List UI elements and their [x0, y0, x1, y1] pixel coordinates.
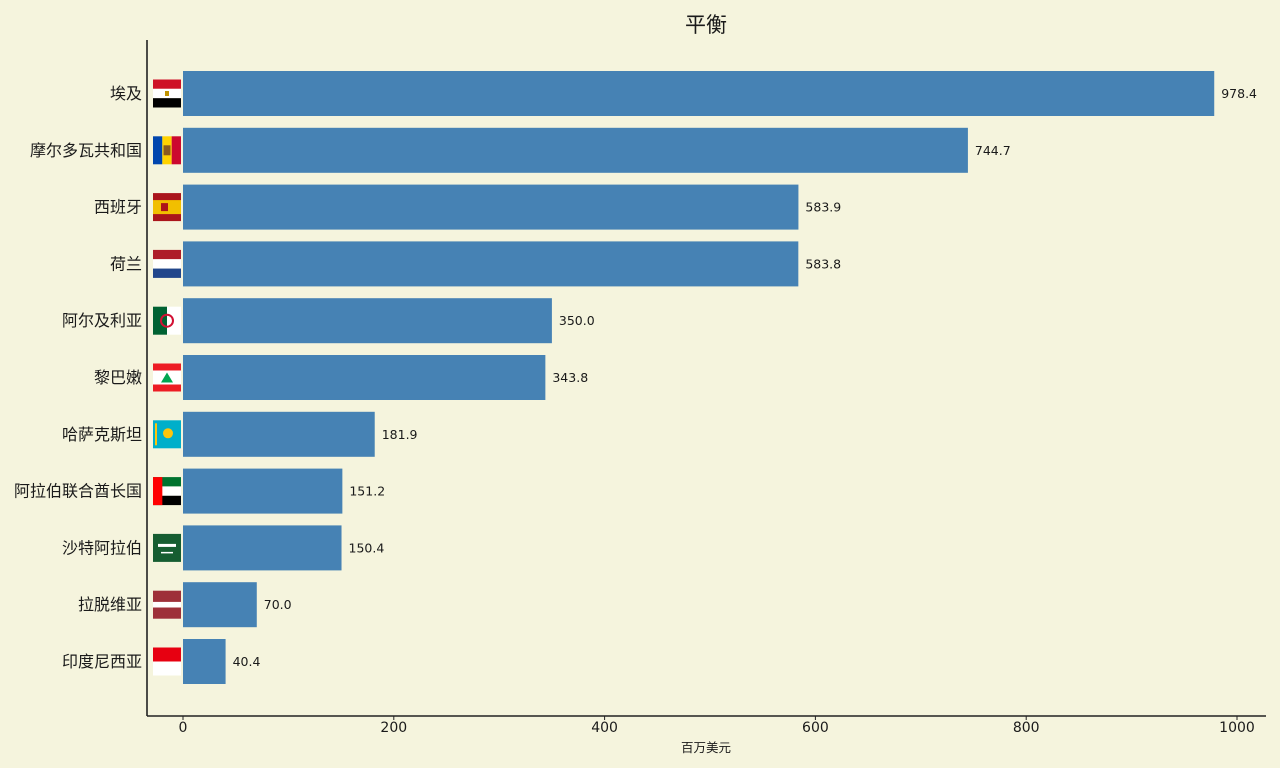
kazakhstan-flag-icon	[153, 420, 181, 449]
bar-value-label: 583.9	[805, 200, 841, 215]
category-labels: 埃及摩尔多瓦共和国西班牙荷兰阿尔及利亚黎巴嫩哈萨克斯坦阿拉伯联合酋长国沙特阿拉伯…	[14, 84, 142, 671]
bar-value-label: 583.8	[805, 256, 841, 271]
spain-flag-icon	[153, 193, 181, 222]
bar	[183, 355, 546, 400]
x-tick-label: 800	[1013, 720, 1040, 736]
value-labels: 978.4 744.7 583.9 583.8 350.0 343.8 181.9 151.2…	[233, 86, 1257, 669]
x-tick-label: 600	[802, 720, 829, 736]
category-label: 阿拉伯联合酋长国	[14, 482, 142, 501]
chart-title: 平衡	[685, 13, 727, 37]
bar-value-label: 151.2	[349, 484, 385, 499]
bar	[183, 525, 342, 571]
saudi-arabia-flag-icon	[153, 533, 181, 562]
algeria-flag-icon	[153, 306, 181, 335]
x-ticks: 0 200 400 600 800 1000	[179, 716, 1255, 736]
bar	[183, 71, 1215, 116]
bar-value-label: 70.0	[264, 597, 292, 612]
bar	[183, 582, 257, 628]
category-label: 西班牙	[94, 198, 142, 217]
category-label: 摩尔多瓦共和国	[30, 141, 142, 160]
bar	[183, 639, 226, 684]
bar-value-label: 150.4	[349, 540, 385, 555]
bar-value-label: 343.8	[552, 370, 588, 385]
bars-group	[183, 71, 1215, 684]
bar-value-label: 744.7	[975, 143, 1011, 158]
bar	[183, 298, 552, 344]
bar	[183, 468, 343, 514]
category-label: 印度尼西亚	[62, 652, 142, 671]
x-tick-label: 0	[179, 720, 188, 736]
bar-value-label: 978.4	[1221, 86, 1257, 101]
category-label: 沙特阿拉伯	[62, 538, 142, 557]
flag-column	[153, 79, 181, 676]
x-tick-label: 200	[380, 720, 407, 736]
category-label: 拉脱维亚	[78, 595, 142, 614]
netherlands-flag-icon	[153, 249, 181, 278]
latvia-flag-icon	[153, 590, 181, 619]
bar-value-label: 40.4	[233, 654, 261, 669]
category-label: 荷兰	[110, 254, 142, 273]
egypt-flag-icon	[153, 79, 181, 108]
bar	[183, 241, 799, 287]
category-label: 埃及	[110, 84, 142, 103]
lebanon-flag-icon	[153, 363, 181, 392]
bar-value-label: 350.0	[559, 313, 595, 328]
bar-value-label: 181.9	[382, 427, 418, 442]
uae-flag-icon	[153, 477, 181, 506]
x-tick-label: 400	[591, 720, 618, 736]
indonesia-flag-icon	[153, 647, 181, 676]
x-axis-label: 百万美元	[681, 740, 731, 755]
bar	[183, 184, 799, 230]
bar	[183, 411, 375, 457]
category-label: 哈萨克斯坦	[62, 425, 142, 444]
category-label: 阿尔及利亚	[62, 311, 142, 330]
bar	[183, 127, 968, 173]
category-label: 黎巴嫩	[94, 368, 142, 387]
moldova-flag-icon	[153, 136, 181, 165]
x-tick-label: 1000	[1219, 720, 1255, 736]
